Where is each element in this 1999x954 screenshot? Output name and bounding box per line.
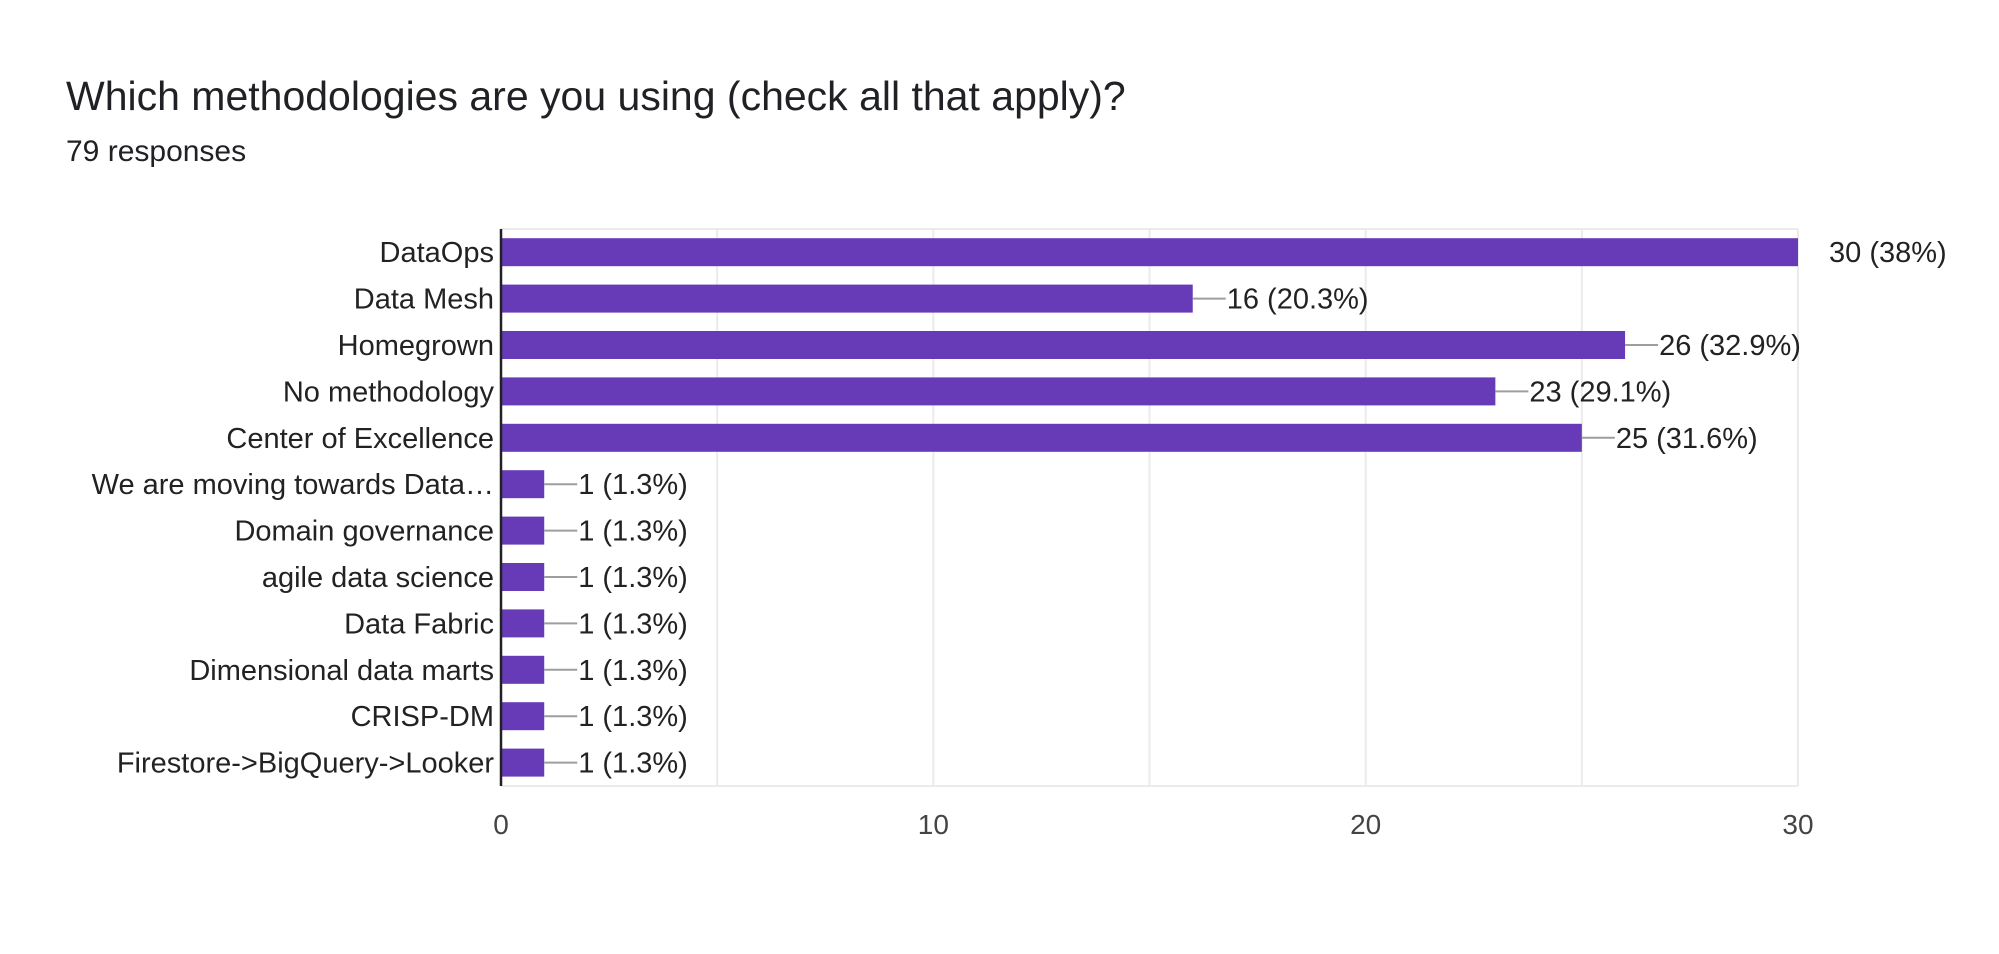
bar [501, 423, 1582, 452]
category-label: Firestore->BigQuery->Looker [117, 748, 494, 780]
data-label: 1 (1.3%) [578, 608, 688, 640]
category-label: Data Fabric [344, 608, 494, 640]
category-label: DataOps [380, 237, 494, 269]
data-label: 26 (32.9%) [1659, 330, 1801, 362]
bar [501, 563, 545, 591]
data-label: 1 (1.3%) [578, 516, 688, 548]
x-tick-label: 0 [493, 809, 509, 840]
bar [501, 470, 545, 499]
response-count: 79 responses [66, 135, 247, 168]
category-label: agile data science [262, 562, 494, 594]
category-label: CRISP-DM [351, 701, 494, 733]
data-label: 1 (1.3%) [578, 469, 688, 501]
data-label: 23 (29.1%) [1529, 376, 1671, 408]
bar [501, 516, 545, 545]
bar [501, 655, 545, 684]
category-label: Homegrown [338, 330, 494, 362]
x-tick-label: 30 [1782, 809, 1813, 840]
data-label: 25 (31.6%) [1616, 423, 1758, 455]
data-label: 16 (20.3%) [1227, 284, 1369, 316]
category-label: Data Mesh [354, 284, 494, 316]
data-label: 1 (1.3%) [578, 748, 688, 780]
bar [501, 377, 1496, 406]
bar [501, 702, 545, 731]
data-label: 1 (1.3%) [578, 701, 688, 733]
data-label: 1 (1.3%) [578, 562, 688, 594]
category-label: Dimensional data marts [189, 655, 494, 687]
category-label: Center of Excellence [226, 423, 494, 455]
category-label: Domain governance [234, 516, 494, 548]
question-title: Which methodologies are you using (check… [66, 73, 1126, 119]
bar [501, 748, 545, 777]
bar [501, 609, 545, 638]
x-tick-label: 10 [918, 809, 949, 840]
category-label: We are moving towards Data… [92, 469, 494, 501]
data-label: 1 (1.3%) [578, 655, 688, 687]
bar [501, 331, 1626, 359]
data-label: 30 (38%) [1829, 237, 1947, 269]
x-tick-label: 20 [1350, 809, 1381, 840]
category-label: No methodology [283, 376, 495, 408]
bar [501, 238, 1798, 267]
bar [501, 284, 1193, 313]
